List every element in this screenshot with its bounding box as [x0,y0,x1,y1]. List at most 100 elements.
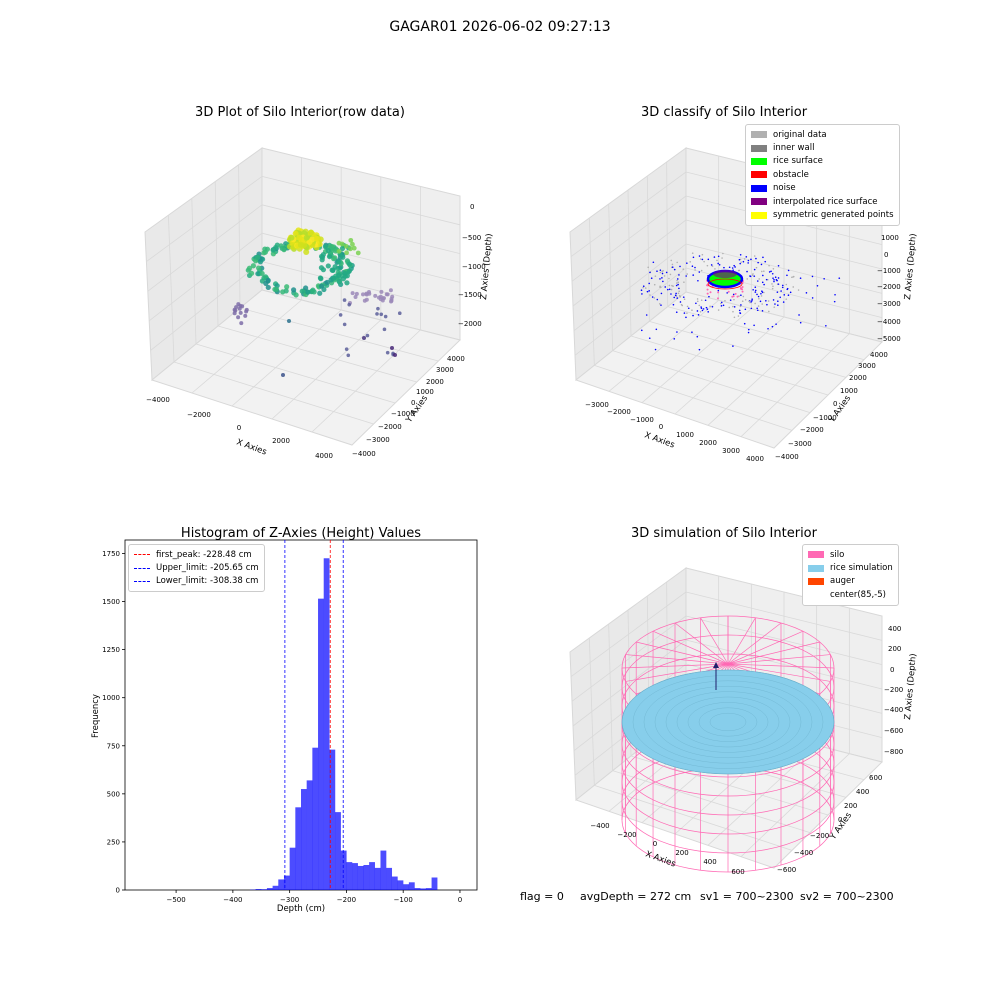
scatter-point [288,234,295,241]
scatter-point [336,248,342,254]
simulation-x-ticks: −400 −200 0 200 400 600 [590,822,744,876]
classify-x-tick: 3000 [722,447,740,455]
scatter-point [675,284,678,287]
simulation-x-tick: 600 [731,868,744,876]
scatter-point [342,270,348,276]
grid-line [168,215,175,363]
histogram-y-tick-label: 1750 [102,550,120,558]
scatter-point [728,306,731,309]
raw-z-tick: −500 [462,234,481,242]
scatter-point [777,264,780,267]
scatter-point [717,291,720,294]
scatter-point [390,294,395,299]
scatter-point [751,298,753,301]
scatter-point [752,289,754,291]
scatter-point [756,309,759,312]
legend-label: rice surface [773,156,823,167]
scatter-point [695,302,697,305]
histogram-bar [363,865,370,890]
scatter-point [672,303,675,306]
scatter-point [732,310,734,313]
scatter-point [651,296,654,298]
scatter-point [670,293,672,295]
scatter-point [351,245,357,251]
scatter-point [303,285,309,291]
simulation-legend: silo rice simulation auger center(85,-5) [802,544,899,606]
scatter-point [676,261,678,264]
scatter-point [340,276,347,282]
scatter-point [701,309,704,312]
classify-y-tick: 1000 [840,387,858,395]
scatter-point [713,256,716,258]
scatter-point [376,306,380,311]
silo-roof-line [727,663,831,682]
scatter-point [722,252,724,255]
scatter-point [733,316,736,319]
grid-line [147,204,263,292]
scatter-point [707,311,710,313]
histogram-bar [408,882,415,890]
auger-marker [713,662,719,690]
rice-surface-disk [621,669,835,775]
raw-z-tick: −1500 [458,291,482,299]
histogram-bar [312,747,319,890]
scatter-point [673,338,676,340]
scatter-point [751,299,753,302]
histogram-bar [414,888,421,890]
scatter-point [648,282,650,285]
scatter-point [305,289,311,295]
grid-line [191,299,302,394]
scatter-point [792,275,795,278]
grid-line [217,325,417,383]
scatter-point [291,287,297,293]
histogram-bar [289,847,296,890]
scatter-point [798,314,800,316]
rice-mesh-ring [698,707,758,737]
scatter-point [326,253,333,260]
simulation-y-tick: −200 [810,832,829,840]
scatter-point [732,293,735,296]
scatter-point [380,298,385,303]
scatter-point [741,288,744,291]
scatter-point [716,297,719,300]
scatter-point [732,345,734,347]
scatter-point [699,310,702,313]
scatter-point [756,293,758,296]
classify-z-tick: −1000 [877,267,901,275]
scatter-point [318,283,325,289]
histogram-bar [386,867,393,890]
scatter-point [739,312,742,315]
histogram-bar [272,885,279,890]
scatter-point [791,276,793,279]
scatter-point [774,303,776,305]
scatter-point [284,284,290,290]
scatter-point [313,235,320,242]
scatter-point [781,284,784,287]
scatter-point [685,316,687,319]
scatter-point [665,271,668,274]
scatter-point [232,307,237,312]
scatter-point [364,291,369,296]
histogram-bar [374,867,381,890]
silo-roof-line [727,641,820,665]
scatter-point [772,299,775,301]
scatter-point [740,294,742,297]
scatter-point [373,293,378,298]
scatter-point [834,293,836,296]
grid-line [146,176,263,262]
scatter-point [717,289,720,292]
scatter-point [687,307,690,310]
legend-swatch [751,184,767,192]
legend-label: interpolated rice surface [773,196,878,207]
scatter-point [779,296,781,299]
scatter-point [691,309,693,312]
simulation-x-tick: 200 [675,849,688,857]
scatter-point [799,277,802,279]
scatter-point [753,275,756,277]
scatter-point [662,269,664,272]
legend-swatch [751,131,767,139]
scatter-point [728,266,731,269]
scatter-point [336,240,342,246]
scatter-point [656,270,658,272]
scatter-point [239,321,244,326]
